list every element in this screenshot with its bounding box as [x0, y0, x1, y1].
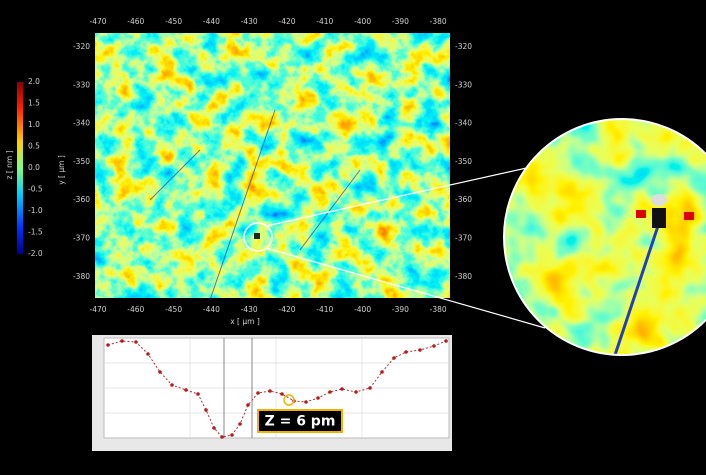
profile-point: [212, 426, 216, 430]
profile-point: [354, 390, 358, 394]
profile-point: [146, 352, 150, 356]
profile-point: [340, 387, 344, 391]
profile-point: [256, 391, 260, 395]
profile-point: [368, 386, 372, 390]
profile-point: [268, 389, 272, 393]
profile-point: [380, 370, 384, 374]
profile-point: [432, 344, 436, 348]
zoom-line: [265, 247, 546, 329]
x-tick-label: -400: [354, 305, 371, 314]
probe-mini: [254, 233, 260, 239]
profile-point: [106, 343, 110, 347]
profile-point: [230, 433, 234, 437]
y-tick-label: -360: [73, 195, 90, 204]
colorbar-title: z [ nm ]: [5, 150, 14, 179]
x-tick-label: -440: [203, 305, 220, 314]
x-tick-label: -390: [392, 305, 409, 314]
profile-point: [418, 348, 422, 352]
profile-point: [246, 403, 250, 407]
x-tick-label: -460: [127, 17, 144, 26]
x-tick-label: -430: [241, 17, 258, 26]
profile-point: [134, 340, 138, 344]
highlight: [283, 394, 295, 406]
profile-point: [444, 339, 448, 343]
profile-line: [107, 340, 447, 438]
colorbar-tick-label: -1.0: [28, 206, 43, 215]
x-tick-label: -450: [165, 305, 182, 314]
profile-point: [316, 396, 320, 400]
y-tick-label: -340: [455, 119, 472, 128]
zoom-line: [265, 164, 541, 227]
colorbar-tick-label: -1.5: [28, 228, 43, 237]
zoom-scratch: [613, 219, 662, 355]
colorbar: [17, 82, 23, 254]
y-tick-label: -380: [455, 272, 472, 281]
scratches: [149, 109, 361, 301]
profile-point: [280, 392, 284, 396]
annotation: Z = 6 pm: [265, 414, 336, 430]
colorbar-tick-label: -0.5: [28, 185, 43, 194]
x-tick-label: -460: [127, 305, 144, 314]
x-tick-label: -420: [278, 17, 295, 26]
y-tick-label: -370: [455, 234, 472, 243]
colorbar-tick-label: 0.0: [28, 163, 40, 172]
y-axis-title: y [ µm ]: [57, 155, 66, 185]
y-tick-label: -350: [455, 157, 472, 166]
x-tick-label: -380: [430, 305, 447, 314]
profile-point: [392, 356, 396, 360]
colorbar-tick-label: 1.0: [28, 120, 40, 129]
x-tick-label: -410: [316, 305, 333, 314]
x-tick-label: -470: [89, 17, 106, 26]
height-map: [95, 33, 450, 298]
y-tick-label: -380: [73, 272, 90, 281]
colorbar-tick-label: 2.0: [28, 77, 40, 86]
x-axis-title: x [ µm ]: [230, 317, 260, 326]
zoom-marker: [243, 222, 273, 252]
profile-curve: [106, 339, 448, 439]
colorbar-tick-label: 1.5: [28, 99, 40, 108]
profile-point: [196, 392, 200, 396]
y-tick-label: -360: [455, 195, 472, 204]
ticks: -470 -470 -460 -460 -450 -450 -440 -440 -430 -430…: [28, 17, 472, 314]
y-tick-label: -370: [73, 234, 90, 243]
profile-point: [158, 370, 162, 374]
profile-point: [170, 383, 174, 387]
annotation-box: [257, 409, 343, 433]
y-tick-label: -330: [73, 80, 90, 89]
profile-point: [328, 390, 332, 394]
x-tick-label: -390: [392, 17, 409, 26]
profile-point: [184, 388, 188, 392]
profile-point: [204, 408, 208, 412]
colorbar-tick-label: -2.0: [28, 249, 43, 258]
zoom-view: [504, 119, 706, 355]
y-tick-label: -330: [455, 80, 472, 89]
profile-point: [304, 400, 308, 404]
x-tick-label: -400: [354, 17, 371, 26]
profile-point: [220, 435, 224, 439]
profile-point: [404, 350, 408, 354]
x-tick-label: -380: [430, 17, 447, 26]
y-tick-label: -350: [73, 157, 90, 166]
probe-icon: [636, 194, 694, 228]
colorbar-tick-label: 0.5: [28, 142, 40, 151]
x-tick-label: -450: [165, 17, 182, 26]
x-tick-label: -430: [241, 305, 258, 314]
x-tick-label: -410: [316, 17, 333, 26]
x-tick-label: -440: [203, 17, 220, 26]
zoom-map: [504, 119, 706, 355]
x-tick-label: -470: [89, 305, 106, 314]
zoom-circle: [503, 118, 706, 356]
y-tick-label: -320: [455, 42, 472, 51]
profile-point: [120, 339, 124, 343]
profile-point: [238, 422, 242, 426]
y-tick-label: -320: [73, 42, 90, 51]
y-tick-label: -340: [73, 119, 90, 128]
x-tick-label: -420: [278, 305, 295, 314]
